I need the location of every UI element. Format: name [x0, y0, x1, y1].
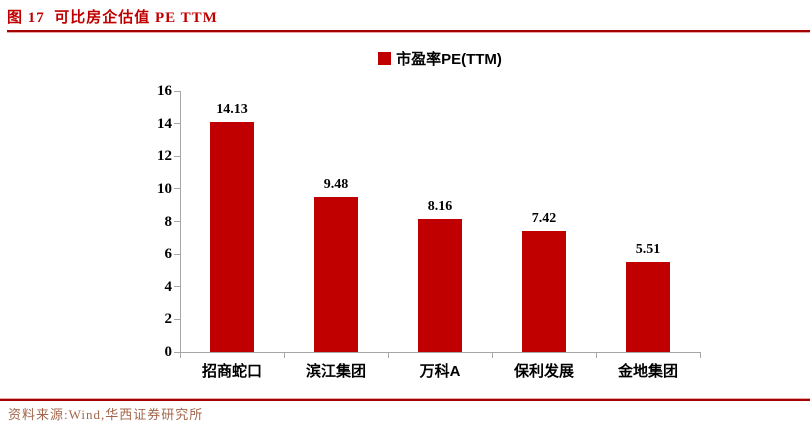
x-axis-category-label: 保利发展 — [513, 363, 574, 380]
y-axis-tick-label: 12 — [157, 148, 172, 165]
y-axis-tick-mark — [174, 188, 180, 190]
y-axis-tick-mark — [174, 123, 180, 125]
source-note: 资料来源:Wind,华西证券研究所 — [8, 407, 204, 422]
y-axis-tick-mark — [174, 90, 180, 92]
y-axis-tick-mark — [174, 253, 180, 255]
bar — [418, 218, 462, 352]
bar — [314, 197, 358, 352]
y-axis-tick-label: 4 — [164, 278, 173, 295]
x-axis-tick-mark — [700, 353, 701, 358]
x-axis-tick-mark — [492, 353, 493, 358]
legend-label: 市盈率PE(TTM) — [396, 51, 502, 68]
y-axis-tick-mark — [174, 286, 180, 288]
bar-value-label: 8.16 — [427, 198, 453, 214]
bar-value-label: 5.51 — [635, 242, 661, 258]
y-axis-tick-label: 2 — [164, 311, 173, 328]
y-axis-tick-label: 6 — [164, 246, 173, 263]
x-axis-tick-mark — [284, 353, 285, 358]
x-axis-tick-mark — [596, 353, 597, 358]
x-axis-category-label: 滨江集团 — [305, 363, 366, 380]
x-axis-category-label: 金地集团 — [617, 363, 678, 380]
y-axis-tick-mark — [174, 351, 180, 353]
chart-legend: 市盈率PE(TTM) — [180, 48, 700, 69]
legend-swatch-icon — [378, 52, 392, 65]
figure-title: 图 17 可比房企估值 PE TTM — [7, 10, 218, 26]
plot-area — [180, 91, 701, 353]
y-axis-tick-label: 10 — [157, 180, 172, 197]
footer-divider — [0, 398, 810, 401]
y-axis-tick-mark — [174, 221, 180, 222]
bar — [210, 121, 254, 352]
y-axis-tick-label: 14 — [157, 115, 172, 132]
bar-value-label: 9.48 — [323, 177, 349, 193]
bar — [522, 230, 566, 352]
x-axis-category-label: 招商蛇口 — [201, 363, 262, 380]
y-axis-tick-label: 16 — [157, 83, 172, 99]
bar-value-label: 14.13 — [216, 101, 248, 117]
y-axis-tick-label: 0 — [164, 344, 173, 360]
x-axis-tick-mark — [388, 353, 389, 358]
y-axis-tick-mark — [174, 318, 180, 320]
bar-value-label: 7.42 — [531, 210, 557, 226]
bar — [626, 262, 670, 352]
y-axis-tick-label: 8 — [164, 213, 173, 230]
title-divider — [7, 30, 810, 33]
y-axis-tick-mark — [174, 155, 180, 157]
x-axis-category-label: 万科A — [419, 363, 461, 380]
x-axis-tick-mark — [180, 353, 181, 358]
